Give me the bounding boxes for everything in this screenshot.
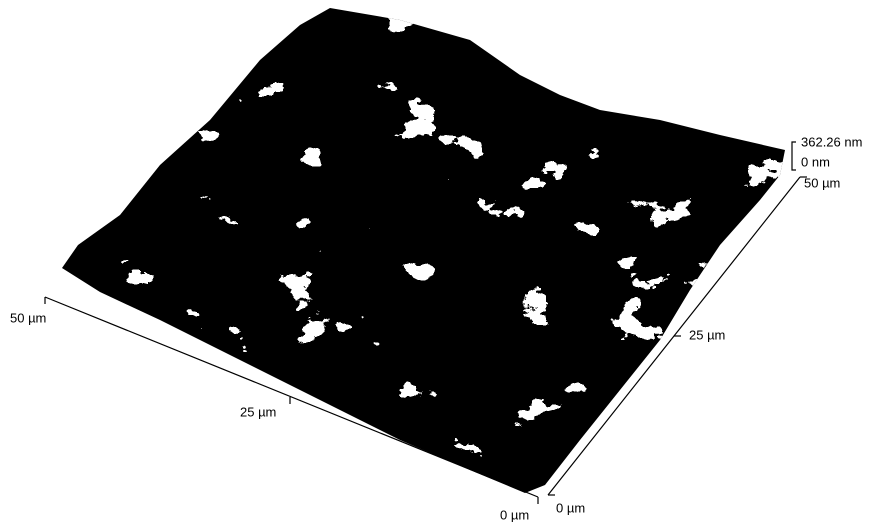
afm-figure: 362.26 nm 0 nm 0 µm 25 µm 50 µm 0 µm 25 …: [0, 0, 888, 526]
page: 362.26 nm 0 nm 0 µm 25 µm 50 µm 0 µm 25 …: [0, 0, 888, 526]
x-tick-label: 25 µm: [240, 404, 276, 419]
z-max-label: 362.26 nm: [801, 134, 862, 149]
y-tick-label: 50 µm: [804, 175, 840, 190]
x-tick-label: 50 µm: [10, 310, 46, 325]
z-min-label: 0 nm: [801, 154, 830, 169]
y-tick-label: 25 µm: [689, 327, 725, 342]
y-tick-label: 0 µm: [556, 500, 585, 515]
x-tick-label: 0 µm: [500, 507, 529, 522]
z-scale-bracket: [792, 142, 796, 170]
surface: [0, 0, 888, 526]
